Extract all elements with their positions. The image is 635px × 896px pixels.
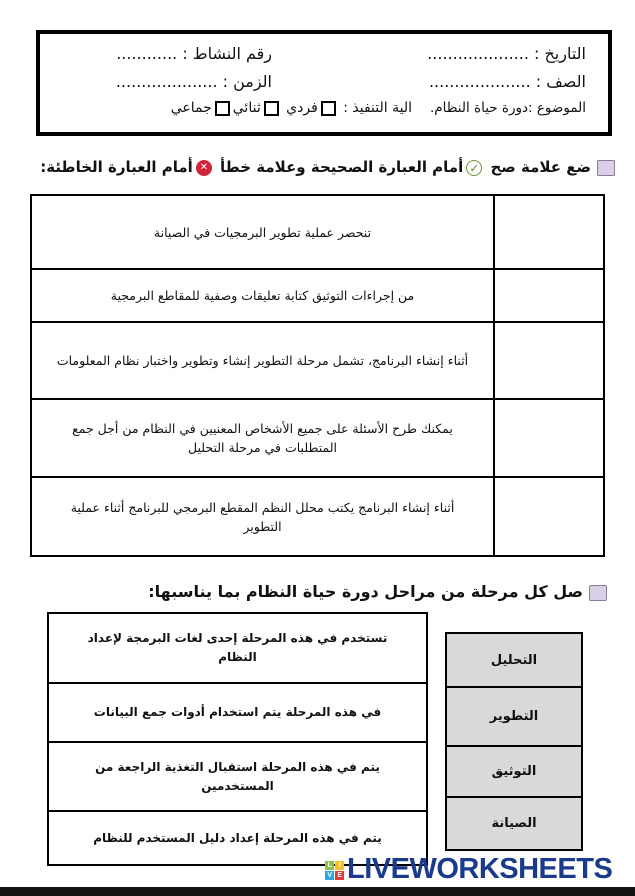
badge-i: I (335, 860, 344, 870)
statement: أثناء إنشاء البرنامج، تشمل مرحلة التطوير… (30, 321, 495, 400)
time-field: الزمن : .................... (115, 72, 272, 91)
instruction-text-2: أمام العبارة الصحيحة وعلامة خطأ (220, 158, 464, 176)
cross-icon: ✕ (195, 159, 212, 176)
answer-cell[interactable] (493, 398, 605, 478)
answer-cell[interactable] (493, 476, 605, 557)
statement: يمكنك طرح الأسئلة على جميع الأشخاص المعن… (30, 398, 495, 478)
statement: من إجراءات التوثيق كتابة تعليقات وصفية ل… (30, 268, 495, 323)
section1-instruction: ضع علامة صح ✓أمام العبارة الصحيحة وعلامة… (40, 158, 615, 176)
stage[interactable]: التطوير (445, 686, 583, 747)
description[interactable]: يتم في هذه المرحلة استقبال التغذية الراج… (47, 741, 428, 812)
statement: أثناء إنشاء البرنامج يكتب محلل النظم الم… (30, 476, 495, 557)
mode-individual: فردي (286, 100, 318, 116)
description[interactable]: تستخدم في هذه المرحلة إحدى لغات البرمجة … (47, 612, 428, 684)
header-box: التاريخ : .................... رقم النشا… (36, 30, 612, 136)
topic-field: الموضوع :دورة حياة النظام. (429, 100, 586, 116)
answer-cell[interactable] (493, 194, 605, 270)
instruction-text: صل كل مرحلة من مراحل دورة حياة النظام بم… (148, 582, 583, 601)
section2-instruction: صل كل مرحلة من مراحل دورة حياة النظام بم… (148, 582, 607, 601)
instruction-text-3: أمام العبارة الخاطئة: (40, 158, 193, 176)
badge-e: E (335, 870, 344, 880)
description[interactable]: يتم في هذه المرحلة إعداد دليل المستخدم ل… (47, 810, 428, 866)
mode-pair: ثنائي (232, 100, 261, 116)
answer-cell[interactable] (493, 321, 605, 400)
logo-text: LIVEWORKSHEETS (347, 853, 613, 885)
worksheet-icon (597, 159, 615, 176)
badge-l: L (325, 860, 334, 870)
mode-label: الية التنفيذ : (343, 100, 412, 116)
descriptions-table: تستخدم في هذه المرحلة إحدى لغات البرمجة … (47, 612, 428, 866)
check-icon: ✓ (466, 159, 483, 176)
stage[interactable]: الصيانة (445, 796, 583, 851)
class-field: الصف : .................... (428, 72, 586, 91)
stage[interactable]: التوثيق (445, 745, 583, 798)
description[interactable]: في هذه المرحلة يتم استخدام أدوات جمع الب… (47, 682, 428, 743)
checkbox-pair[interactable] (263, 100, 279, 116)
bottom-bar (0, 887, 635, 896)
date-field: التاريخ : .................... (427, 44, 586, 63)
mode-group: جماعي (170, 100, 212, 116)
checkbox-individual[interactable] (320, 100, 336, 116)
worksheet-icon (589, 584, 607, 601)
activity-number-field: رقم النشاط : ............ (116, 44, 272, 63)
instruction-text-1: ضع علامة صح (490, 158, 591, 176)
stages-table: التحليل التطوير التوثيق الصيانة (445, 632, 583, 851)
statement: تنحصر عملية تطوير البرمجيات في الصيانة (30, 194, 495, 270)
checkbox-group[interactable] (214, 100, 230, 116)
true-false-table: تنحصر عملية تطوير البرمجيات في الصيانة م… (30, 194, 605, 557)
badge-v: V (325, 870, 334, 880)
stage[interactable]: التحليل (445, 632, 583, 688)
execution-mode: الية التنفيذ : فردي ثنائي جماعي (171, 100, 412, 116)
answer-cell[interactable] (493, 268, 605, 323)
liveworksheets-logo: L I V E LIVEWORKSHEETS (325, 853, 613, 886)
